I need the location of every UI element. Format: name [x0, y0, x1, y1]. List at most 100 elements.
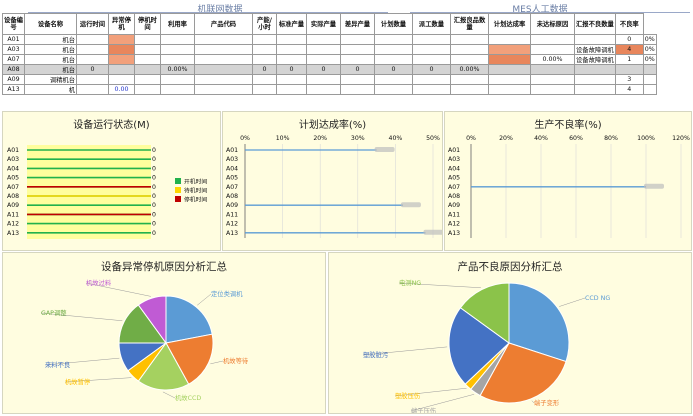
column-header[interactable]: 异常停机 [108, 13, 135, 35]
defect-tick: 40% [534, 135, 548, 142]
column-header[interactable]: 汇报不良数量 [574, 13, 616, 35]
plan-chart: 0% 10% 20% 30% 40% 50% A01 A03 A04 A05 A07 A08 A09 A1… [226, 135, 442, 238]
defect-pie-slice [479, 342, 567, 404]
table-cell [412, 74, 451, 85]
status-chart-title: 设备运行状态(M) [73, 120, 150, 131]
defect-chart: 0% 20% 40% 60% 80% 100% 120% A01 A03 A04 A05 A07 A08… [448, 135, 690, 238]
table-cell [340, 54, 375, 65]
table-cell [530, 44, 575, 55]
column-header[interactable]: 不良率 [614, 13, 644, 35]
downtime-pie-slice-label: 机故CCD [175, 393, 201, 402]
table-cell [530, 64, 575, 75]
table-cell: 0 [412, 64, 451, 75]
table-cell [450, 34, 489, 45]
table-cell [108, 64, 135, 75]
table-row[interactable]: A08 机台 0 0.00% 0 0 0 0 0 0 0.00% [2, 64, 657, 75]
defect-tick: 80% [604, 135, 618, 142]
column-header[interactable]: 利用率 [160, 13, 195, 35]
table-cell: 0% [642, 44, 657, 55]
column-header[interactable]: 未达标原因 [530, 13, 575, 35]
table-cell [194, 74, 253, 85]
status-end-value: 0 [152, 175, 156, 182]
table-row[interactable]: A09 调精机台 3 [2, 74, 657, 85]
table-cell [642, 74, 657, 85]
table-cell [450, 84, 489, 95]
table-cell [306, 54, 341, 65]
table-row[interactable]: A01 机台 0 0% [2, 34, 657, 45]
group-divider-right [410, 12, 690, 13]
column-header[interactable]: 计划达成率 [488, 13, 531, 35]
plan-bar-label [400, 202, 421, 208]
device-name-cell: 调精机台 [24, 74, 77, 85]
column-header[interactable]: 实际产量 [306, 13, 341, 35]
table-row[interactable]: A13 机 0.00 4 [2, 84, 657, 95]
status-row-label: A11 [7, 211, 19, 218]
table-cell [340, 44, 375, 55]
table-cell [374, 74, 413, 85]
legend-label: 停机时间 [184, 196, 207, 204]
column-header[interactable]: 汇报良品数量 [450, 13, 489, 35]
table-cell: 1 [614, 54, 644, 65]
table-cell [160, 34, 195, 45]
column-header[interactable]: 产能/小时 [252, 13, 277, 35]
table-cell [450, 54, 489, 65]
table-cell [76, 84, 109, 95]
table-cell [160, 54, 195, 65]
table-cell [76, 54, 109, 65]
status-end-value: 0 [152, 156, 156, 163]
column-header[interactable]: 运行时间 [76, 13, 109, 35]
plan-tick: 40% [389, 135, 403, 142]
plan-tick: 10% [276, 135, 290, 142]
table-row[interactable]: A03 机台 设备故障调机 4 0% [2, 44, 657, 55]
device-name-cell: 机台 [24, 44, 77, 55]
table-cell: 0 [276, 64, 307, 75]
column-header[interactable]: 产品代码 [194, 13, 253, 35]
status-end-value: 0 [152, 147, 156, 154]
column-header[interactable]: 派工数量 [412, 13, 451, 35]
plan-tick: 30% [351, 135, 365, 142]
defect-tick: 20% [499, 135, 513, 142]
table-cell [340, 34, 375, 45]
table-cell [574, 64, 616, 75]
table-cell [574, 84, 616, 95]
table-cell [530, 34, 575, 45]
defect-row-label: A08 [448, 193, 460, 200]
column-header[interactable]: 设备名称 [24, 13, 77, 35]
table-cell [530, 74, 575, 85]
table-cell [614, 64, 644, 75]
defect-pie-panel: 产品不良原因分析汇总 CCD NG 端子变形 端子压伤 塑胶压伤 塑胶脏污 电测NG [328, 252, 692, 414]
table-cell [450, 74, 489, 85]
legend-swatch [175, 187, 181, 193]
table-cell [276, 54, 307, 65]
column-header[interactable]: 差异产量 [340, 13, 375, 35]
plan-row-label: A05 [226, 175, 238, 182]
table-row[interactable]: A07 机台 0.00% 设备故障调机 1 0% [2, 54, 657, 65]
table-cell [488, 34, 531, 45]
column-header[interactable]: 标准产量 [276, 13, 307, 35]
defect-tick: 100% [637, 135, 655, 142]
column-header[interactable]: 停机时间 [134, 13, 161, 35]
downtime-pie-slice-label: GAP调整 [41, 308, 67, 317]
downtime-pie-slice [137, 342, 190, 391]
device-id-cell: A03 [2, 44, 25, 55]
device-id-cell: A01 [2, 34, 25, 45]
status-panel: 设备运行状态(M) A01 0 A03 0 A04 0 A05 0 A07 0 A08 0 A09 0 A1… [2, 111, 221, 251]
table-cell [574, 34, 616, 45]
table-cell: 0 [340, 64, 375, 75]
table-cell: 设备故障调机 [574, 54, 616, 65]
column-header[interactable]: 设备编号 [2, 13, 25, 35]
table-cell [374, 54, 413, 65]
status-row-label: A05 [7, 175, 19, 182]
table-cell [374, 84, 413, 95]
table-cell [160, 44, 195, 55]
column-header[interactable]: 计划数量 [374, 13, 413, 35]
table-cell [134, 64, 161, 75]
downtime-pie-slice [165, 333, 214, 385]
table-cell [306, 74, 341, 85]
table-cell [108, 44, 135, 55]
table-cell [412, 34, 451, 45]
defect-row-label: A01 [448, 147, 460, 154]
status-row-label: A13 [7, 230, 19, 237]
